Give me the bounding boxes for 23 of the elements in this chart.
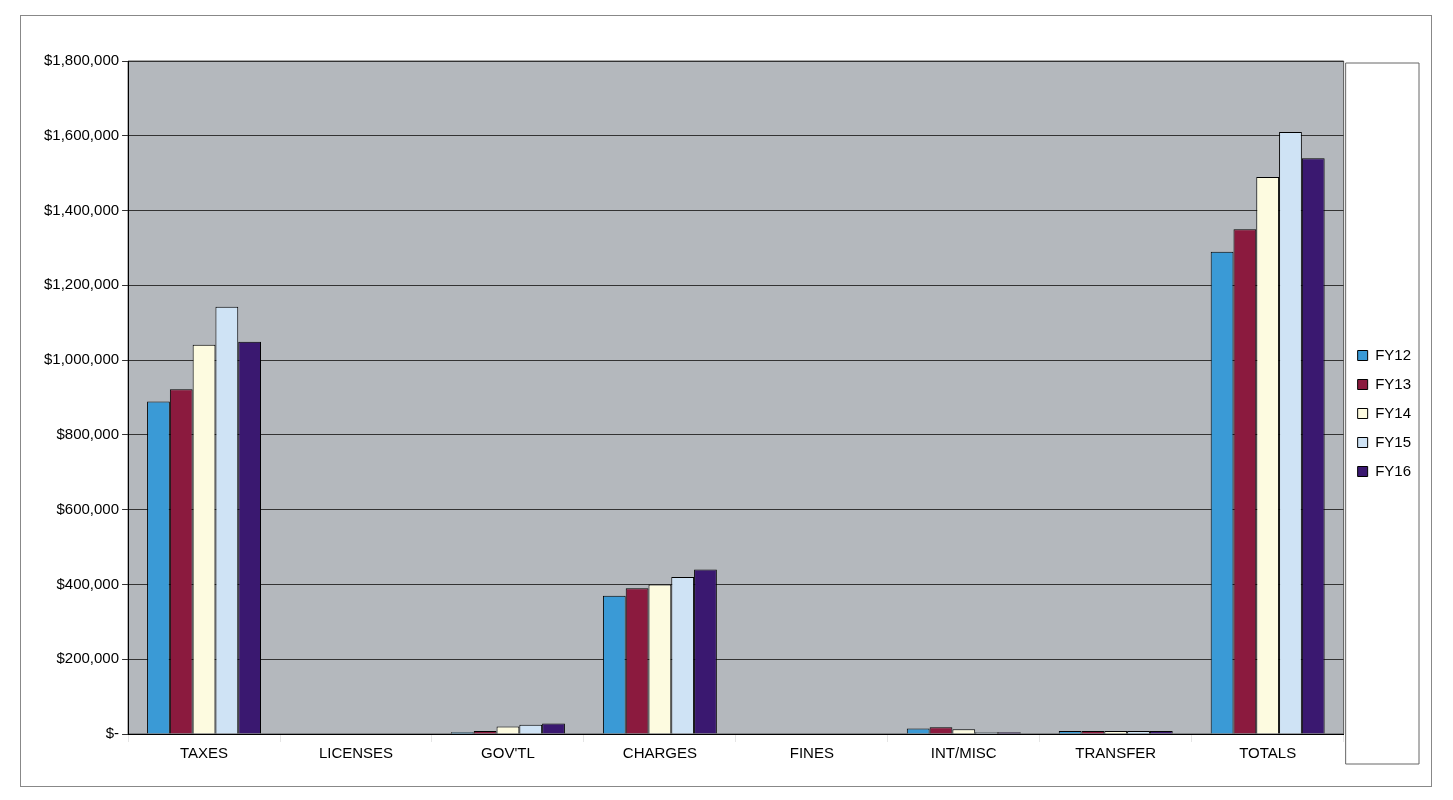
- x-tick-label: INT/MISC: [930, 744, 997, 762]
- x-tick-label: FINES: [789, 744, 834, 762]
- y-tick-label: $1,600,000: [44, 125, 120, 143]
- legend-label: FY14: [1375, 403, 1412, 421]
- y-tick-label: $200,000: [56, 649, 120, 667]
- x-tick-label: TRANSFER: [1075, 744, 1157, 762]
- x-tick-label: CHARGES: [622, 744, 697, 762]
- y-tick-label: $-: [105, 724, 120, 742]
- legend-label: FY16: [1375, 461, 1412, 479]
- y-tick-label: $1,800,000: [44, 51, 120, 69]
- y-tick-label: $1,400,000: [44, 200, 120, 218]
- y-tick-label: $600,000: [56, 499, 120, 517]
- y-tick-label: $1,200,000: [44, 275, 120, 293]
- legend-label: FY12: [1375, 345, 1412, 363]
- x-tick-label: TAXES: [180, 744, 229, 762]
- x-tick-label: GOV'TL: [481, 744, 535, 762]
- legend-label: FY15: [1375, 432, 1412, 450]
- legend-label: FY13: [1375, 374, 1412, 392]
- x-tick-label: LICENSES: [318, 744, 394, 762]
- x-tick-label: TOTALS: [1239, 744, 1297, 762]
- y-tick-label: $800,000: [56, 425, 120, 443]
- y-tick-label: $1,000,000: [44, 350, 120, 368]
- y-tick-label: $400,000: [56, 574, 120, 592]
